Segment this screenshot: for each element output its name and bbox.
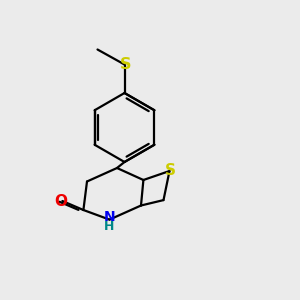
Text: N: N bbox=[104, 210, 115, 224]
Text: H: H bbox=[104, 220, 115, 233]
Text: O: O bbox=[54, 194, 68, 208]
Text: S: S bbox=[120, 57, 131, 72]
Text: S: S bbox=[165, 163, 176, 178]
